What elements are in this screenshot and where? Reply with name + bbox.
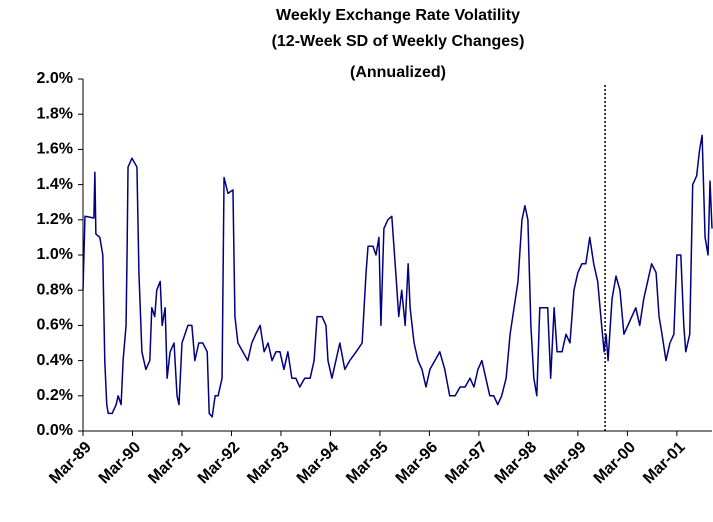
x-tick-label: Mar-98	[492, 439, 541, 488]
x-tick-label: Mar-01	[640, 439, 689, 488]
y-tick-label: 1.0%	[37, 246, 73, 263]
y-tick-label: 2.0%	[37, 70, 73, 87]
y-tick-label: 1.2%	[37, 211, 73, 228]
x-tick-label: Mar-97	[442, 439, 491, 488]
y-tick-label: 0.0%	[37, 422, 73, 439]
y-tick-label: 0.4%	[37, 352, 73, 369]
data-line	[82, 134, 713, 418]
chart-title: Weekly Exchange Rate Volatility	[276, 7, 520, 24]
y-tick-label: 1.4%	[37, 176, 73, 193]
x-tick-label: Mar-00	[591, 439, 640, 488]
x-tick-label: Mar-96	[393, 439, 442, 488]
x-tick-label: Mar-93	[244, 439, 293, 488]
y-tick-label: 0.6%	[37, 317, 73, 334]
x-tick-label: Mar-94	[294, 439, 343, 488]
x-tick-label: Mar-91	[145, 439, 194, 488]
x-tick-label: Mar-92	[195, 439, 244, 488]
y-tick-label: 1.8%	[37, 105, 73, 122]
x-tick-label: Mar-89	[46, 439, 95, 488]
y-tick-label: 1.6%	[37, 141, 73, 158]
chart-subtitle: (Annualized)	[350, 64, 446, 81]
x-tick-label: Mar-90	[96, 439, 145, 488]
y-tick-label: 0.8%	[37, 281, 73, 298]
chart-subtitle: (12-Week SD of Weekly Changes)	[272, 33, 525, 50]
x-tick-label: Mar-99	[541, 439, 590, 488]
y-tick-label: 0.2%	[37, 387, 73, 404]
x-tick-label: Mar-95	[343, 439, 392, 488]
